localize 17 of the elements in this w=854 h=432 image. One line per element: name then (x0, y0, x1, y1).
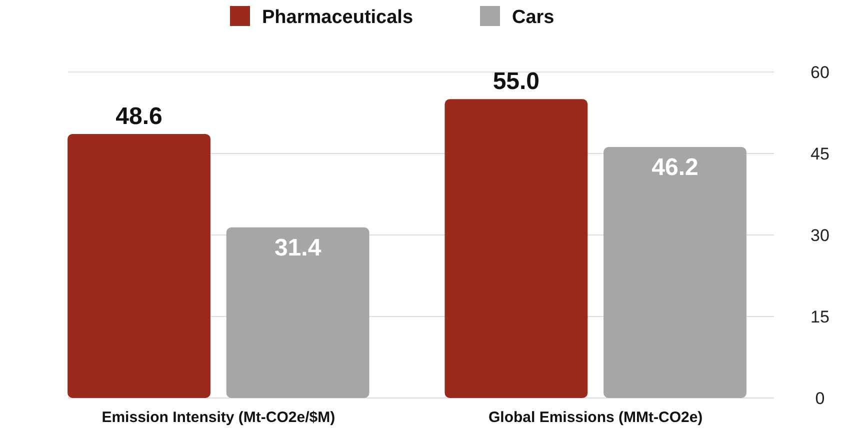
bar (226, 227, 370, 398)
y-tick-label: 30 (810, 226, 830, 245)
data-label: 46.2 (652, 154, 698, 181)
data-label: 48.6 (116, 102, 162, 130)
bar (604, 146, 746, 398)
y-tick-label: 15 (810, 308, 830, 326)
y-tick-label: 45 (810, 144, 830, 164)
x-tick-label: Emission Intensity (Mt-CO2e/$M) (102, 409, 336, 426)
bar (68, 134, 210, 398)
y-tick-label: 0 (815, 389, 825, 408)
x-tick-label: Global Emissions (MMt-CO2e) (488, 409, 703, 426)
data-label: 31.4 (274, 234, 322, 262)
legend-label: Cars (512, 7, 554, 28)
y-tick-label: 60 (810, 63, 830, 82)
legend-label: Pharmaceuticals (262, 7, 414, 28)
data-label: 55.0 (492, 68, 540, 96)
bar (444, 99, 588, 398)
